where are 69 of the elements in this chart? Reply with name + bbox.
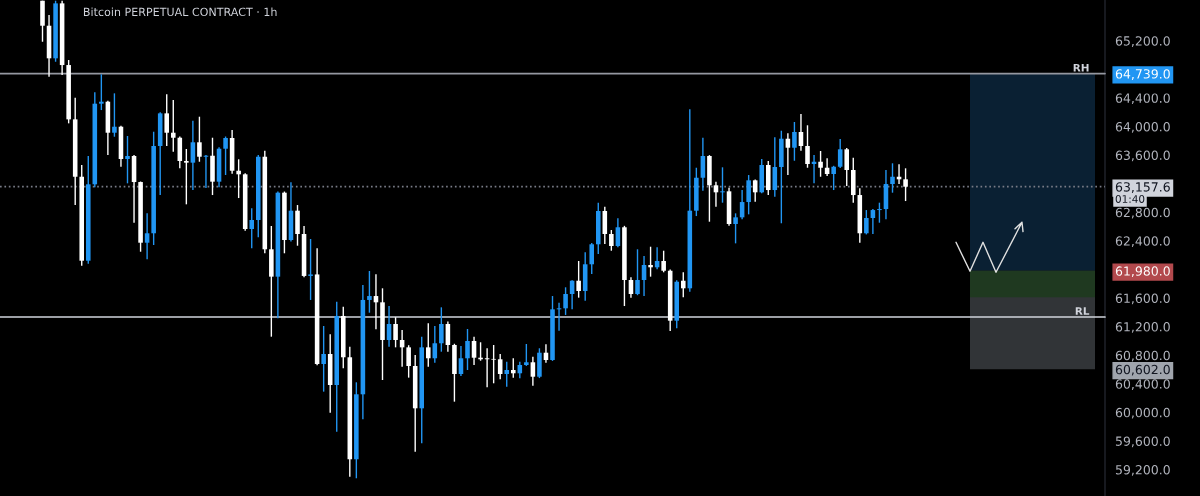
y-tick-label: 61,980.0 — [1115, 266, 1170, 278]
candlestick — [818, 150, 823, 178]
candlestick — [295, 204, 300, 247]
candlestick — [903, 167, 908, 202]
candlestick — [635, 248, 640, 296]
candlestick — [439, 306, 444, 353]
y-tick-label: 64,400.0 — [1115, 93, 1170, 105]
candlestick — [609, 229, 614, 252]
candlestick — [680, 271, 686, 299]
candlestick — [393, 316, 398, 349]
y-tick-label: 64,739.0 — [1115, 69, 1170, 80]
y-tick-label: 60,602.0 — [1115, 364, 1170, 376]
candlestick — [661, 250, 666, 273]
y-tick-label: 63,600.0 — [1115, 150, 1170, 162]
candlestick — [733, 212, 738, 245]
candlestick — [184, 148, 189, 206]
y-tick-label: 59,600.0 — [1115, 436, 1170, 448]
candlestick — [321, 325, 326, 393]
candlestick — [864, 209, 869, 236]
candlestick — [805, 124, 810, 169]
candlestick — [524, 343, 529, 367]
y-tick-label: 61,600.0 — [1115, 293, 1170, 305]
y-tick-label: 60,400.0 — [1115, 379, 1170, 390]
candlestick — [223, 135, 228, 176]
candlestick — [792, 121, 797, 162]
candlestick — [497, 353, 503, 380]
y-tick-label: 62,400.0 — [1115, 236, 1170, 248]
candlestick — [510, 357, 516, 379]
candlestick — [144, 212, 150, 260]
candlestick — [837, 138, 843, 169]
candlestick — [844, 147, 850, 187]
candlestick — [367, 270, 372, 314]
ref-line-label: RH — [1073, 63, 1089, 72]
text: 01:40 — [1115, 195, 1145, 203]
y-tick-label: 63,157.6 — [1115, 182, 1170, 193]
y-tick-label: 64,000.0 — [1115, 121, 1170, 133]
candlestick — [563, 286, 568, 316]
candlestick — [190, 120, 196, 191]
ref-line-label: RL — [1075, 307, 1090, 315]
candlestick — [465, 328, 470, 371]
candlestick — [589, 242, 595, 275]
candlestick — [406, 344, 411, 379]
candlestick — [197, 116, 202, 163]
y-tick-label: 61,200.0 — [1115, 322, 1170, 333]
candlestick — [308, 238, 313, 301]
candlestick — [831, 165, 836, 191]
candlestick — [491, 344, 496, 384]
candlestick — [236, 158, 241, 199]
y-tick-label: 60,000.0 — [1115, 407, 1170, 419]
y-tick-label: 59,200.0 — [1115, 465, 1170, 476]
candlestick — [576, 260, 581, 299]
candlestick — [164, 93, 170, 147]
y-tick-label: 62,800.0 — [1115, 207, 1170, 219]
y-tick-label: 60,800.0 — [1115, 350, 1170, 362]
text: Bitcoin PERPETUAL CONTRACT · 1h — [83, 7, 277, 17]
candlestick — [112, 92, 117, 138]
candlestick — [890, 162, 895, 194]
y-tick-label: 65,200.0 — [1115, 36, 1170, 47]
candlestick — [504, 360, 510, 388]
candlestick — [530, 355, 536, 387]
candlestick — [99, 73, 104, 111]
candlestick — [425, 322, 431, 368]
candlestick — [249, 207, 255, 249]
candlestick — [125, 135, 130, 185]
candlestick — [746, 174, 751, 216]
candlestick — [648, 246, 653, 278]
candlestick — [720, 166, 725, 204]
candlestick — [877, 201, 882, 224]
candlestick — [170, 99, 176, 153]
